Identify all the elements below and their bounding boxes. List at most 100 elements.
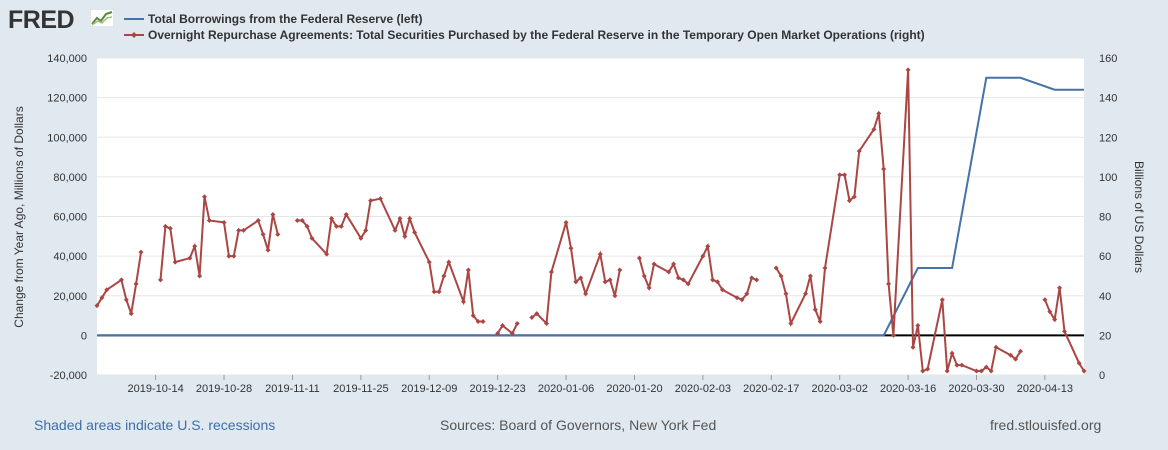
data-point-marker[interactable] [514, 320, 520, 326]
data-point-marker[interactable] [939, 297, 945, 303]
data-point-marker[interactable] [99, 295, 105, 301]
data-point-marker[interactable] [871, 126, 877, 132]
data-point-marker[interactable] [172, 259, 178, 265]
data-point-marker[interactable] [529, 315, 535, 321]
data-point-marker[interactable] [641, 273, 647, 279]
data-point-marker[interactable] [812, 307, 818, 313]
data-point-marker[interactable] [974, 368, 980, 374]
data-point-marker[interactable] [299, 217, 305, 223]
data-point-marker[interactable] [646, 285, 652, 291]
data-point-marker[interactable] [436, 289, 442, 295]
data-point-marker[interactable] [978, 368, 984, 374]
data-point-marker[interactable] [201, 194, 207, 200]
data-point-marker[interactable] [734, 295, 740, 301]
data-point-marker[interactable] [270, 212, 276, 218]
data-point-marker[interactable] [226, 253, 232, 259]
data-point-marker[interactable] [94, 303, 100, 309]
data-point-marker[interactable] [397, 215, 403, 221]
data-point-marker[interactable] [1042, 297, 1048, 303]
recession-note-link[interactable]: Shaded areas indicate U.S. recessions [34, 417, 276, 433]
data-point-marker[interactable] [275, 231, 281, 237]
data-point-marker[interactable] [1061, 328, 1067, 334]
data-point-marker[interactable] [666, 269, 672, 275]
data-point-marker[interactable] [563, 219, 569, 225]
data-point-marker[interactable] [123, 297, 129, 303]
data-point-marker[interactable] [548, 269, 554, 275]
data-point-marker[interactable] [651, 261, 657, 267]
data-point-marker[interactable] [754, 277, 760, 283]
data-point-marker[interactable] [817, 319, 823, 325]
data-point-marker[interactable] [1076, 360, 1082, 366]
data-point-marker[interactable] [612, 293, 618, 299]
data-point-marker[interactable] [333, 223, 339, 229]
legend-item-repo[interactable]: Overnight Repurchase Agreements: Total S… [124, 27, 925, 43]
data-point-marker[interactable] [739, 297, 745, 303]
data-point-marker[interactable] [710, 277, 716, 283]
data-point-marker[interactable] [583, 291, 589, 297]
data-point-marker[interactable] [1017, 348, 1023, 354]
data-point-marker[interactable] [465, 267, 471, 273]
data-point-marker[interactable] [602, 279, 608, 285]
data-point-marker[interactable] [309, 235, 315, 241]
data-point-marker[interactable] [509, 330, 515, 336]
data-point-marker[interactable] [500, 322, 506, 328]
data-point-marker[interactable] [460, 299, 466, 305]
data-point-marker[interactable] [495, 330, 501, 336]
data-point-marker[interactable] [470, 313, 476, 319]
data-point-marker[interactable] [260, 231, 266, 237]
data-point-marker[interactable] [607, 277, 613, 283]
data-point-marker[interactable] [837, 172, 843, 178]
data-point-marker[interactable] [187, 255, 193, 261]
data-point-marker[interactable] [426, 259, 432, 265]
data-point-marker[interactable] [192, 243, 198, 249]
data-point-marker[interactable] [719, 287, 725, 293]
data-point-marker[interactable] [1081, 368, 1087, 374]
data-point-marker[interactable] [294, 217, 300, 223]
data-point-marker[interactable] [544, 320, 550, 326]
data-point-marker[interactable] [807, 273, 813, 279]
data-point-marker[interactable] [778, 273, 784, 279]
data-point-marker[interactable] [534, 311, 540, 317]
data-point-marker[interactable] [446, 259, 452, 265]
data-point-marker[interactable] [197, 273, 203, 279]
data-point-marker[interactable] [158, 277, 164, 283]
data-point-marker[interactable] [636, 255, 642, 261]
data-point-marker[interactable] [231, 253, 237, 259]
data-point-marker[interactable] [236, 227, 242, 233]
data-point-marker[interactable] [851, 194, 857, 200]
data-point-marker[interactable] [128, 311, 134, 317]
data-point-marker[interactable] [568, 245, 574, 251]
data-point-marker[interactable] [412, 229, 418, 235]
data-point-marker[interactable] [221, 219, 227, 225]
data-point-marker[interactable] [773, 265, 779, 271]
fred-logo[interactable]: FRED [8, 6, 75, 34]
data-point-marker[interactable] [1013, 356, 1019, 362]
data-point-marker[interactable] [983, 364, 989, 370]
data-point-marker[interactable] [206, 217, 212, 223]
data-point-marker[interactable] [802, 291, 808, 297]
data-point-marker[interactable] [304, 223, 310, 229]
site-link[interactable]: fred.stlouisfed.org [990, 417, 1102, 433]
data-point-marker[interactable] [329, 215, 335, 221]
data-point-marker[interactable] [783, 291, 789, 297]
data-point-marker[interactable] [358, 235, 364, 241]
data-point-marker[interactable] [890, 332, 896, 338]
data-point-marker[interactable] [910, 344, 916, 350]
data-point-marker[interactable] [905, 67, 911, 73]
data-point-marker[interactable] [475, 319, 481, 325]
data-point-marker[interactable] [265, 247, 271, 253]
data-point-marker[interactable] [846, 198, 852, 204]
data-point-marker[interactable] [407, 215, 413, 221]
data-point-marker[interactable] [368, 198, 374, 204]
data-point-marker[interactable] [241, 227, 247, 233]
data-point-marker[interactable] [597, 251, 603, 257]
data-point-marker[interactable] [377, 196, 383, 202]
data-point-marker[interactable] [842, 172, 848, 178]
data-point-marker[interactable] [363, 227, 369, 233]
data-point-marker[interactable] [954, 362, 960, 368]
data-point-marker[interactable] [324, 251, 330, 257]
data-point-marker[interactable] [680, 277, 686, 283]
data-point-marker[interactable] [749, 275, 755, 281]
data-point-marker[interactable] [881, 166, 887, 172]
data-point-marker[interactable] [255, 217, 261, 223]
